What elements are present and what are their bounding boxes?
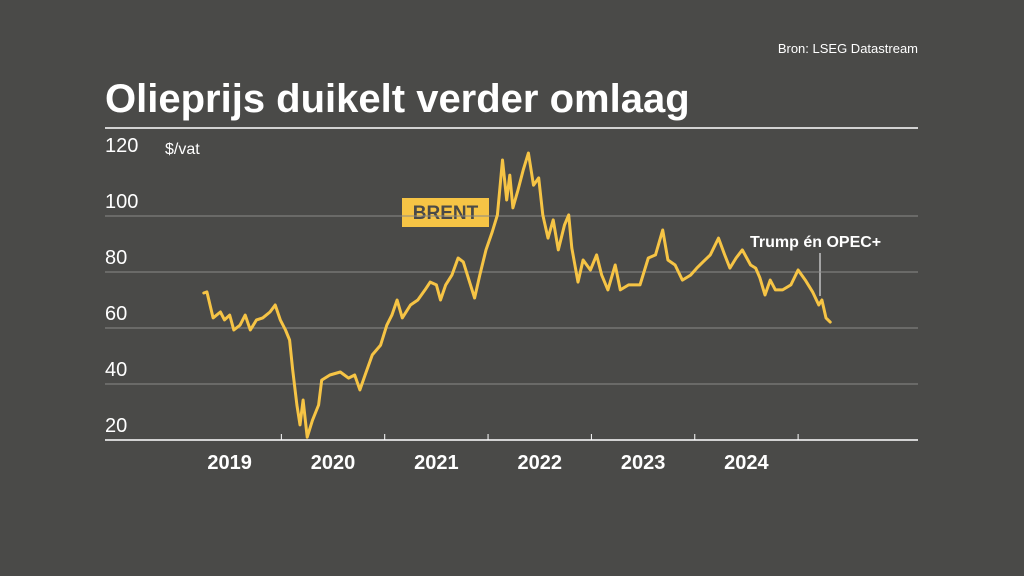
x-tick-label: 2021 <box>414 452 459 474</box>
y-tick-label: 40 <box>105 359 127 381</box>
source: Bron: LSEG Datastream <box>778 41 918 56</box>
x-tick-label: 2019 <box>207 452 252 474</box>
x-tick-label: 2020 <box>311 452 356 474</box>
x-tick-label: 2022 <box>517 452 562 474</box>
series-label-box <box>402 198 489 227</box>
x-tick-label: 2024 <box>724 452 769 474</box>
price-line <box>202 151 832 439</box>
y-tick-label: 80 <box>105 247 127 269</box>
y-tick-label: 120 <box>105 135 138 157</box>
x-tick-label: 2023 <box>621 452 666 474</box>
y-unit: $/vat <box>165 141 200 158</box>
annotation: Trump én OPEC+ <box>750 234 881 251</box>
y-tick-label: 100 <box>105 191 138 213</box>
chart-title: Olieprijs duikelt verder omlaag <box>105 77 690 121</box>
y-tick-label: 20 <box>105 415 127 437</box>
y-tick-label: 60 <box>105 303 127 325</box>
series-label: BRENT <box>413 203 479 224</box>
